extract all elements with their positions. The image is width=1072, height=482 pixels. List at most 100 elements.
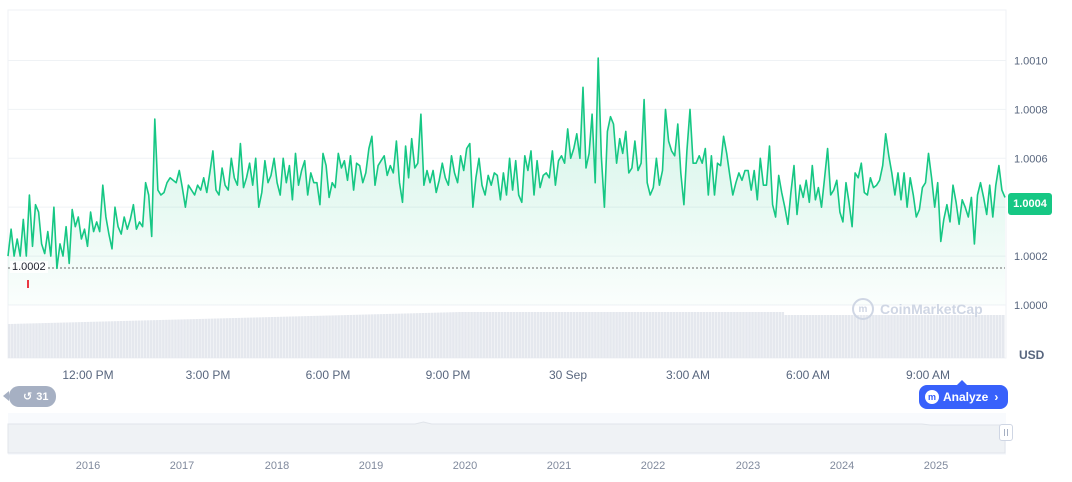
- volume-bar: [137, 320, 141, 358]
- volume-bar: [134, 320, 138, 358]
- volume-bar: [799, 315, 803, 358]
- volume-bar: [678, 312, 682, 358]
- volume-bar: [89, 321, 93, 358]
- volume-bar: [128, 320, 132, 358]
- analyze-button[interactable]: m Analyze ›: [919, 380, 1009, 409]
- volume-bar: [875, 315, 878, 358]
- analyze-logo-icon: m: [925, 390, 939, 404]
- volume-bar: [282, 316, 286, 358]
- volume-bar: [923, 315, 927, 358]
- navigator-tick-label: 2020: [453, 460, 477, 472]
- volume-bar: [307, 316, 310, 358]
- x-tick-label: 12:00 PM: [62, 368, 113, 382]
- volume-bar: [947, 315, 951, 358]
- volume-bar: [796, 315, 800, 358]
- volume-bar: [636, 312, 640, 358]
- volume-bar: [131, 320, 135, 358]
- volume-bar: [219, 318, 223, 358]
- volume-bar: [361, 314, 365, 358]
- volume-bar: [884, 315, 887, 358]
- volume-bar: [316, 315, 319, 358]
- volume-bar: [579, 312, 582, 358]
- volume-bar: [116, 321, 120, 358]
- volume-bar: [461, 312, 464, 358]
- volume-bar: [216, 318, 220, 358]
- volume-bar: [751, 312, 754, 358]
- navigator-area: [7, 421, 1006, 454]
- volume-bar: [83, 321, 87, 358]
- volume-bar: [343, 315, 346, 358]
- volume-bar: [847, 315, 851, 358]
- volume-bar: [165, 319, 168, 358]
- volume-bar: [850, 315, 854, 358]
- volume-bar: [512, 312, 516, 358]
- volume-bar: [255, 317, 259, 358]
- volume-bar: [11, 323, 14, 358]
- volume-bar: [956, 315, 960, 358]
- volume-bar: [491, 312, 495, 358]
- volume-bar: [575, 312, 579, 358]
- navigator-tick-label: 2019: [359, 460, 383, 472]
- volume-bar: [92, 321, 96, 358]
- volume-bar: [772, 312, 775, 358]
- volume-bar: [497, 312, 501, 358]
- volume-bar: [675, 312, 679, 358]
- volume-bar: [896, 315, 899, 358]
- history-icon: ↺: [23, 391, 33, 403]
- volume-bar: [71, 322, 75, 358]
- volume-bar: [790, 315, 794, 358]
- volume-bar: [246, 317, 250, 358]
- volume-bar: [696, 312, 700, 358]
- volume-bar: [887, 315, 890, 358]
- volume-bar: [817, 315, 821, 358]
- volume-bar: [621, 312, 624, 358]
- volume-bar: [693, 312, 697, 358]
- volume-bar: [932, 315, 936, 358]
- volume-bar: [717, 312, 721, 358]
- volume-bar: [119, 321, 123, 358]
- volume-bar: [838, 315, 842, 358]
- volume-bar: [74, 322, 78, 358]
- volume-bar: [412, 313, 416, 358]
- navigator-handle[interactable]: [999, 424, 1013, 441]
- volume-bar: [415, 313, 419, 358]
- volume-bar: [965, 315, 969, 358]
- volume-bar: [29, 323, 32, 358]
- volume-bar: [711, 312, 715, 358]
- volume-bar: [186, 319, 189, 358]
- volume-bar: [249, 317, 253, 358]
- volume-bar: [642, 312, 646, 358]
- volume-bar: [261, 317, 265, 358]
- volume-bar: [920, 315, 924, 358]
- volume-bar: [104, 321, 108, 358]
- volume-bar: [424, 312, 428, 358]
- volume-bar: [992, 315, 996, 358]
- volume-bar: [273, 316, 277, 358]
- volume-bar: [968, 315, 972, 358]
- volume-bar: [427, 312, 431, 358]
- volume-bar: [376, 314, 380, 358]
- y-tick-label: 1.0002: [1014, 251, 1048, 263]
- volume-bar: [113, 321, 117, 358]
- volume-bar: [189, 319, 192, 358]
- volume-bar: [449, 312, 452, 358]
- volume-bar: [53, 322, 56, 358]
- history-button[interactable]: ↺ 31: [2, 386, 57, 407]
- volume-bar: [859, 315, 863, 358]
- volume-bar: [446, 312, 449, 358]
- volume-bar: [793, 315, 797, 358]
- volume-bar: [660, 312, 664, 358]
- volume-bar: [222, 318, 226, 358]
- watermark: m CoinMarketCap: [852, 298, 983, 320]
- volume-bar: [811, 315, 815, 358]
- y-tick-label: 1.0006: [1014, 153, 1048, 165]
- volume-bar: [708, 312, 712, 358]
- volume-bar: [14, 323, 17, 358]
- volume-bar: [400, 313, 404, 358]
- volume-bar: [989, 315, 993, 358]
- volume-bar: [908, 315, 911, 358]
- volume-bar: [319, 315, 322, 358]
- volume-bar: [201, 318, 204, 358]
- volume-bar: [787, 315, 791, 358]
- volume-bar: [122, 320, 126, 358]
